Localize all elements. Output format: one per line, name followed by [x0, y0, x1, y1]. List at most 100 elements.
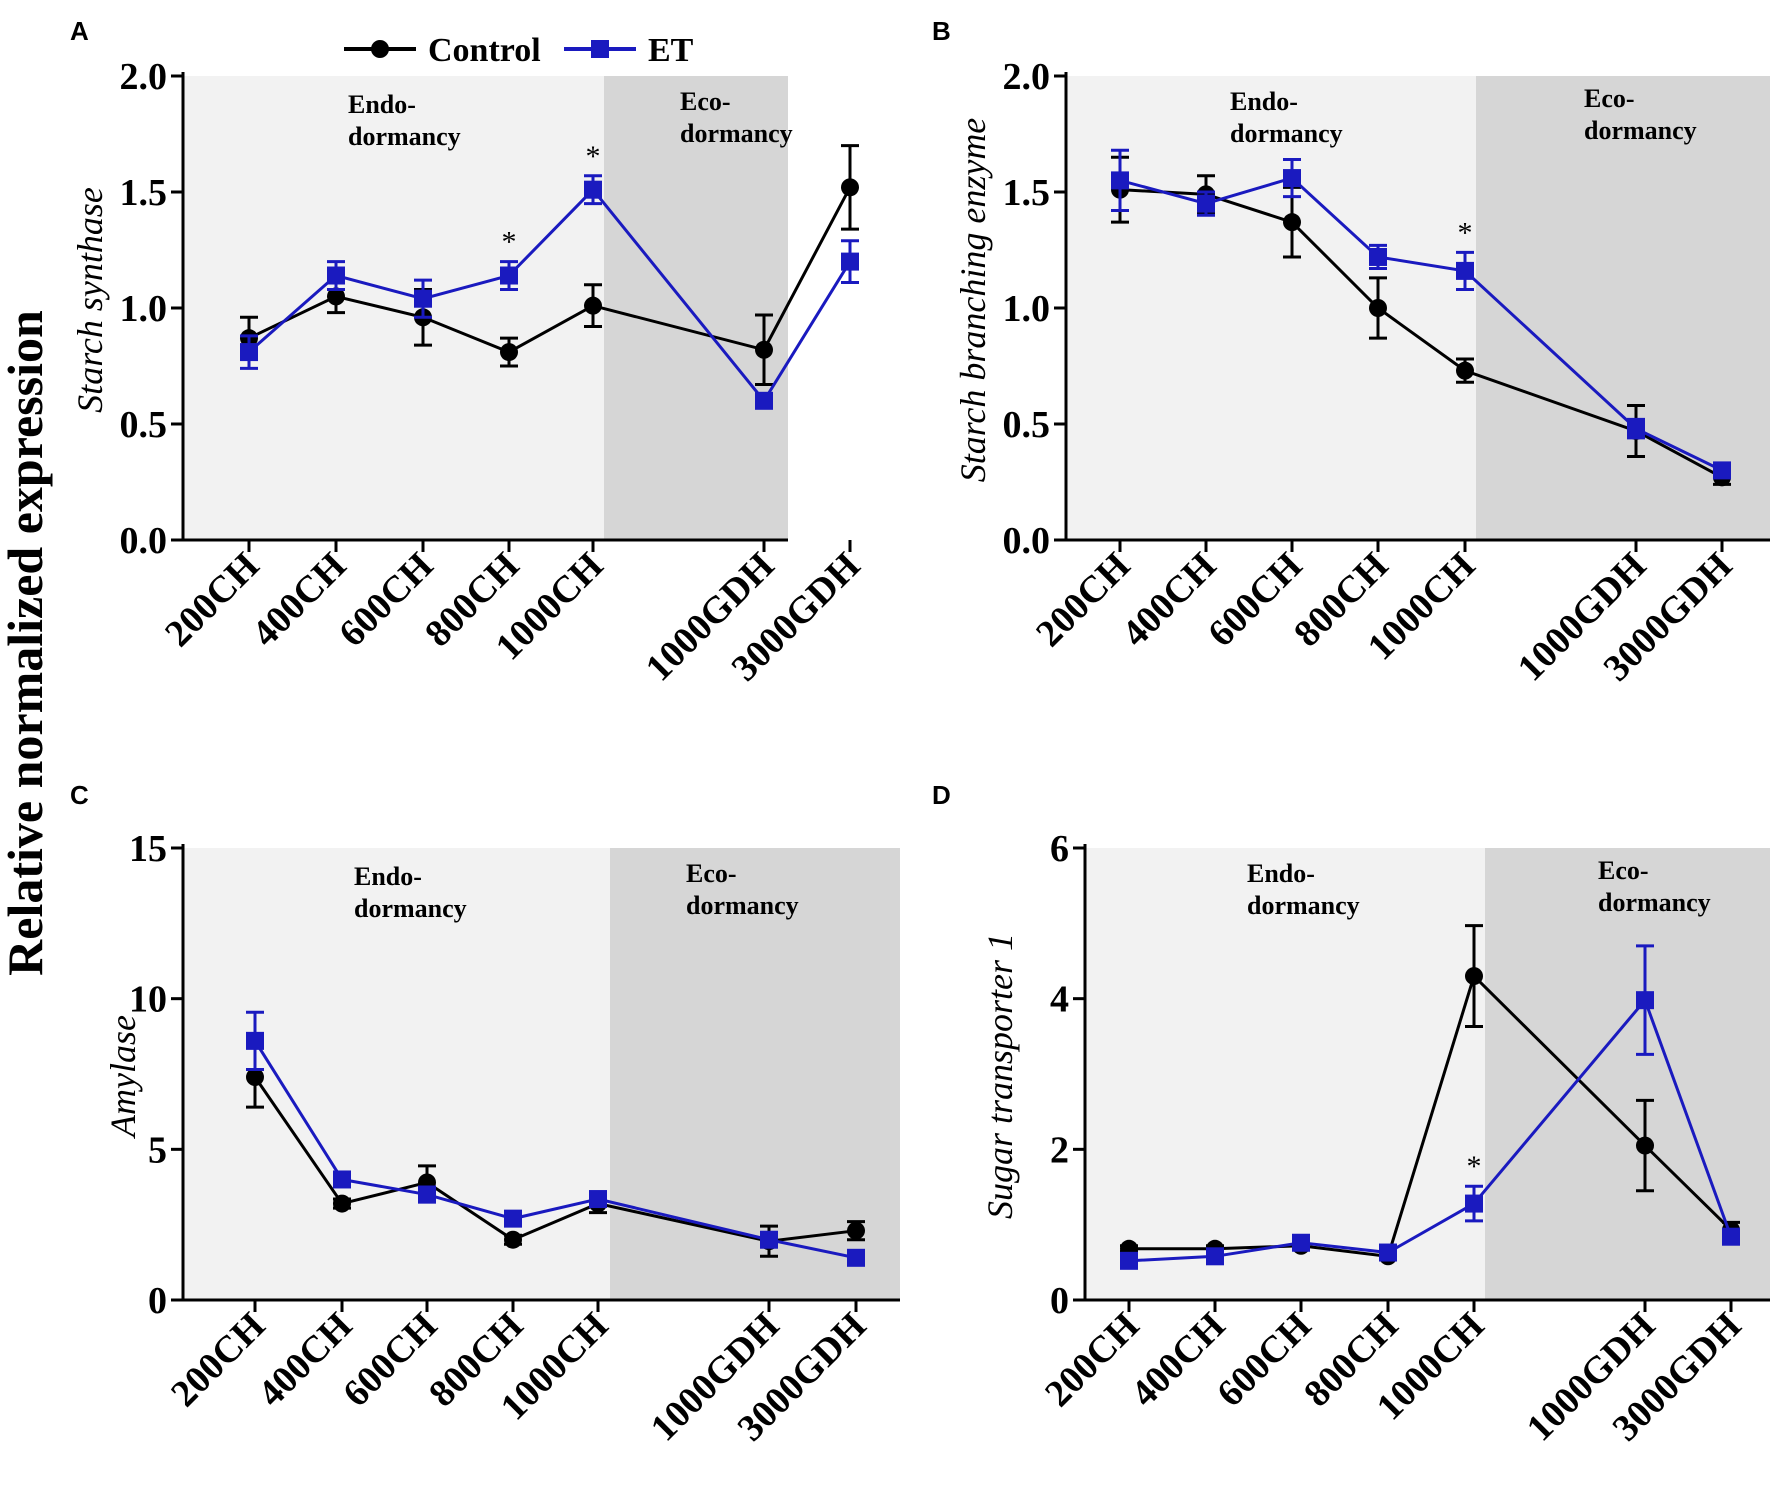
region-label-endo-line2: dormancy [1230, 119, 1343, 148]
region-eco-dormancy-bg [1485, 848, 1770, 1300]
region-label-endo-line1: Endo- [1247, 859, 1315, 888]
y-axis-label: Sugar transporter 1 [980, 933, 1020, 1219]
legend-et-label: ET [648, 32, 694, 69]
region-label-eco-line2: dormancy [686, 891, 799, 920]
data-point-et [1379, 1243, 1397, 1262]
series-et [240, 174, 859, 410]
data-point-et [584, 180, 602, 199]
y-tick-label: 0.5 [1003, 404, 1051, 446]
region-label-eco-line2: dormancy [1584, 116, 1697, 145]
panel-letter: A [70, 16, 89, 46]
y-tick-label: 5 [148, 1129, 167, 1171]
global-ylabel: Relative normalized expression [0, 310, 53, 976]
data-point-et [1111, 171, 1129, 190]
data-point-et [1456, 261, 1474, 280]
x-tick-label: 600CH [331, 545, 441, 655]
panel-letter: B [932, 16, 951, 46]
data-point-et [240, 343, 258, 362]
data-point-control [755, 340, 773, 359]
y-axis-label: Amylase [103, 1015, 143, 1139]
region-label-eco-line1: Eco- [686, 859, 737, 888]
data-point-et [841, 252, 859, 271]
legend-control-label: Control [428, 32, 541, 69]
data-point-et [1627, 419, 1645, 438]
y-tick-label: 1.5 [120, 172, 168, 214]
region-label-endo-line1: Endo- [1230, 87, 1298, 116]
legend-control-marker [371, 40, 389, 58]
data-point-et [847, 1248, 865, 1267]
region-label-endo-line2: dormancy [348, 122, 461, 151]
y-tick-label: 0 [1050, 1280, 1069, 1322]
data-point-et [755, 391, 773, 410]
y-tick-label: 10 [129, 979, 167, 1021]
y-tick-label: 0 [148, 1280, 167, 1322]
significance-marker: * [1458, 216, 1473, 249]
x-tick-label: 200CH [157, 545, 267, 655]
data-point-control [1456, 361, 1474, 380]
y-tick-label: 2.0 [1003, 56, 1051, 98]
y-tick-label: 6 [1050, 828, 1069, 870]
y-tick-label: 15 [129, 828, 167, 870]
data-point-et [1713, 461, 1731, 480]
data-point-control [333, 1194, 351, 1213]
region-endo-dormancy-bg [1066, 76, 1476, 540]
region-eco-dormancy-bg [604, 76, 788, 540]
panel-a: Endo-dormancy Eco-dormancy 0.0 0.5 1.0 1.5 2.0… [70, 16, 868, 689]
data-point-control [1465, 967, 1483, 986]
data-point-control [584, 296, 602, 315]
panel-c: Endo-dormancy Eco-dormancy 0 5 10 15 200CH400C… [70, 780, 900, 1449]
data-point-control [246, 1068, 264, 1087]
data-point-et [414, 289, 432, 308]
data-point-et [1636, 991, 1654, 1010]
region-label-eco-line1: Eco- [680, 87, 731, 116]
panel-letter: D [932, 780, 951, 810]
panels: Endo-dormancy Eco-dormancy 0.0 0.5 1.0 1.5 2.0… [70, 16, 1770, 1449]
region-label-eco-line1: Eco- [1598, 856, 1649, 885]
x-tick-label: 600CH [335, 1305, 445, 1415]
data-point-control [1369, 299, 1387, 317]
region-label-endo-line2: dormancy [354, 894, 467, 923]
data-point-et [1197, 194, 1215, 213]
data-point-et [1292, 1233, 1310, 1252]
significance-marker: * [1467, 1150, 1482, 1183]
region-label-eco-line2: dormancy [680, 119, 793, 148]
panel-d: Endo-dormancyEco-dormancy0246200CH400CH6… [932, 780, 1770, 1449]
panel-letter: C [70, 780, 89, 810]
data-point-et [333, 1170, 351, 1189]
series-et [246, 1010, 865, 1267]
y-tick-label: 1.5 [1003, 172, 1051, 214]
data-point-control [1636, 1136, 1654, 1155]
x-tick-label: 200CH [163, 1305, 273, 1415]
y-tick-label: 2.0 [120, 56, 168, 98]
data-point-control [841, 178, 859, 197]
data-point-et [1206, 1247, 1224, 1266]
significance-marker: * [502, 226, 517, 259]
data-point-et [1369, 247, 1387, 266]
x-tick-label: 400CH [250, 1305, 360, 1415]
y-tick-label: 0.0 [1003, 520, 1051, 562]
x-tick-label: 600CH [1200, 545, 1310, 655]
region-endo-dormancy-bg [183, 76, 604, 540]
data-point-control [847, 1221, 865, 1240]
x-tick-label: 400CH [1123, 1305, 1233, 1415]
data-point-control [504, 1230, 522, 1249]
x-tick-label: 600CH [1209, 1305, 1319, 1415]
data-point-et [1283, 169, 1301, 188]
region-label-eco-line2: dormancy [1598, 888, 1711, 917]
y-tick-label: 2 [1050, 1129, 1069, 1171]
y-tick-label: 1.0 [1003, 288, 1051, 330]
region-label-eco-line1: Eco- [1584, 84, 1635, 113]
y-tick-label: 1.0 [120, 288, 168, 330]
significance-marker: * [586, 140, 601, 173]
x-tick-label: 400CH [244, 545, 354, 655]
series-et [1120, 944, 1740, 1270]
data-point-et [504, 1209, 522, 1228]
data-point-control [1283, 213, 1301, 232]
data-point-et [760, 1230, 778, 1249]
data-point-control [500, 343, 518, 362]
legend-et-marker [591, 40, 609, 58]
data-point-et [246, 1031, 264, 1050]
data-point-et [327, 266, 345, 285]
region-label-endo-line1: Endo- [354, 862, 422, 891]
